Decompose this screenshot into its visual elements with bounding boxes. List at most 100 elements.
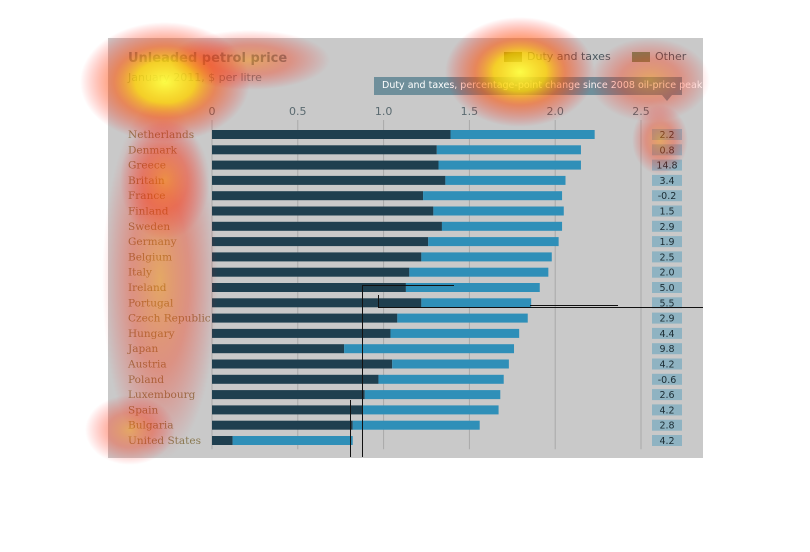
legend-item-other: Other: [632, 50, 686, 63]
bar-duty: [212, 221, 442, 231]
bar-duty: [212, 130, 451, 139]
bar-duty: [212, 344, 345, 354]
legend-swatch-other: [632, 51, 650, 62]
stray-line: [378, 295, 379, 307]
bar-other: [421, 252, 552, 262]
side-value: 2.6: [659, 390, 674, 401]
bar-duty: [212, 405, 364, 415]
category-label: Spain: [128, 404, 159, 416]
bar-other: [232, 436, 353, 445]
bar-other: [364, 390, 501, 400]
bar-other: [441, 221, 563, 231]
side-value-box: [652, 404, 682, 416]
legend-swatch-duty: [504, 51, 522, 62]
side-value: 2.9: [659, 222, 674, 233]
chart-subtitle: January 2011, $ per litre: [128, 71, 262, 84]
bar-duty: [212, 191, 424, 201]
bar-duty: [212, 160, 439, 170]
bar-other: [344, 344, 515, 354]
bar-other: [438, 160, 581, 170]
legend-item-duty: Duty and taxes: [504, 50, 611, 63]
category-label: Czech Republic: [128, 313, 211, 325]
side-value-box: [652, 312, 682, 324]
category-label: Poland: [128, 374, 164, 386]
chart-title: Unleaded petrol price: [128, 51, 288, 66]
side-value: 2.2: [659, 130, 674, 141]
side-value-box: [652, 236, 682, 248]
category-label: Denmark: [128, 144, 178, 156]
side-value: 4.2: [659, 360, 674, 371]
side-value-box: [652, 282, 682, 293]
side-value: 4.4: [659, 329, 674, 340]
chart-figure: 0 0.5 1.0 1.5 2.0 2.5 Netherlands 2.2 Denmark 0.8…: [108, 38, 703, 458]
category-label: Bulgaria: [128, 420, 173, 432]
side-value: 3.4: [659, 176, 674, 187]
x-tick-label: 2.0: [546, 105, 564, 118]
bar-duty: [212, 206, 434, 216]
bar-other: [405, 283, 540, 292]
bar-duty: [212, 298, 422, 308]
side-value-box: [652, 190, 682, 202]
side-value: 14.8: [656, 161, 677, 172]
side-value-box: [652, 373, 682, 385]
bar-other: [363, 405, 499, 415]
side-value-box: [652, 174, 682, 186]
side-value: 1.5: [659, 207, 674, 218]
stray-line: [530, 305, 618, 306]
category-label: Hungary: [128, 328, 175, 340]
legend-label-other: Other: [655, 50, 687, 63]
bar-duty: [212, 237, 429, 247]
bar-duty: [212, 374, 379, 384]
side-value-box: [652, 266, 682, 278]
side-value: 9.8: [659, 344, 674, 355]
bar-duty: [212, 145, 437, 155]
category-label: Luxembourg: [128, 389, 196, 401]
category-label: Austria: [127, 359, 167, 371]
bar-other: [423, 191, 563, 201]
category-label: France: [128, 190, 165, 202]
side-value-box: [652, 327, 682, 339]
stray-line: [378, 307, 703, 308]
bar-other: [436, 145, 581, 155]
side-value-box: [652, 419, 682, 431]
bar-duty: [212, 283, 406, 292]
x-tick-label: 0: [209, 105, 216, 118]
bar-other: [352, 420, 480, 430]
category-label: Belgium: [128, 251, 172, 263]
side-value: 2.8: [659, 421, 674, 432]
bar-duty: [212, 420, 353, 430]
bar-other: [390, 328, 520, 338]
bar-duty: [212, 313, 398, 323]
bar-other: [378, 374, 504, 384]
bar-duty: [212, 390, 365, 400]
x-tick-label: 2.5: [632, 105, 650, 118]
side-value: 5.0: [659, 283, 674, 294]
bar-duty: [212, 328, 391, 338]
side-value-box: [652, 205, 682, 217]
category-label: United States: [128, 435, 201, 447]
category-label: Finland: [128, 206, 169, 218]
bar-other: [409, 267, 549, 277]
x-tick-label: 1.5: [461, 105, 479, 118]
category-label: Sweden: [128, 221, 170, 233]
side-value-box: [652, 220, 682, 232]
bar-other: [428, 237, 559, 247]
stray-line: [362, 285, 454, 286]
bar-other: [392, 359, 509, 369]
chart-svg: 0 0.5 1.0 1.5 2.0 2.5 Netherlands 2.2 Denmark 0.8…: [127, 105, 682, 450]
bar-duty: [212, 359, 393, 369]
bar-duty: [212, 436, 233, 445]
side-value: 2.5: [659, 252, 674, 263]
bar-other: [397, 313, 528, 323]
stray-line: [350, 400, 351, 457]
x-tick-label: 0.5: [289, 105, 307, 118]
stray-line: [362, 285, 363, 457]
category-label: Italy: [128, 267, 152, 279]
category-label: Netherlands: [128, 129, 194, 141]
side-value: 4.2: [659, 436, 674, 447]
side-value: 4.2: [659, 405, 674, 416]
side-value: 2.9: [659, 314, 674, 325]
category-label: Japan: [127, 343, 158, 355]
category-label: Britain: [128, 175, 165, 187]
bar-other: [421, 298, 532, 308]
